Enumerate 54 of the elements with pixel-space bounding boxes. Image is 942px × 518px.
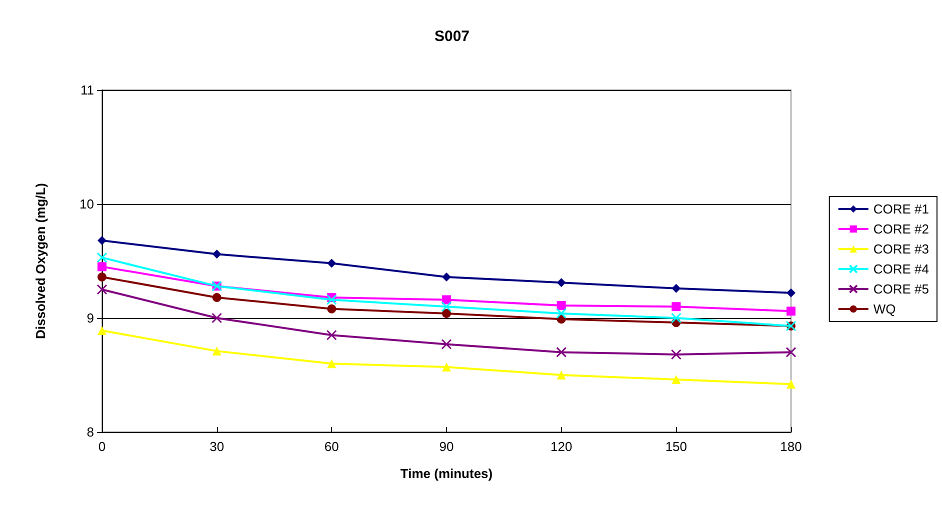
x-tick-label: 90: [439, 439, 454, 454]
point: [670, 312, 682, 324]
y-tick-label: 8: [86, 424, 94, 440]
y-axis-title: Dissolved Oxygen (mg/L): [33, 182, 48, 340]
point: [556, 370, 566, 380]
x-tick-label: 0: [98, 439, 106, 454]
x-axis-title: Time (minutes): [400, 466, 493, 481]
x-tick-label: 180: [780, 439, 802, 454]
point: [556, 308, 567, 319]
point: [672, 284, 681, 293]
point: [98, 272, 106, 282]
point: [442, 308, 451, 318]
legend-label: CORE #5: [873, 282, 930, 296]
y-tick-label: 10: [80, 196, 94, 212]
point: [672, 375, 681, 384]
point: [98, 262, 106, 272]
point: [98, 326, 106, 336]
chart-title: S007: [434, 28, 470, 45]
point: [672, 302, 681, 312]
legend-label: CORE #4: [873, 262, 930, 276]
point: [556, 300, 566, 310]
point: [327, 359, 336, 368]
point: [327, 304, 336, 314]
x-tick-label: 120: [550, 439, 572, 454]
legend-label: CORE #2: [873, 222, 930, 236]
point: [786, 346, 796, 358]
x-tick-label: 150: [665, 439, 688, 454]
x-tick-label: 60: [324, 439, 339, 454]
point: [442, 362, 451, 372]
legend-label: WQ: [873, 302, 896, 316]
legend-label: CORE #3: [873, 242, 930, 256]
point: [327, 258, 336, 268]
point: [786, 380, 796, 389]
point: [441, 301, 452, 312]
point: [441, 338, 452, 350]
point: [556, 346, 567, 358]
point: [442, 272, 451, 282]
y-tick-label: 11: [80, 82, 94, 98]
point: [326, 330, 337, 340]
point: [96, 252, 108, 263]
point: [212, 346, 222, 356]
legend-label: CORE #1: [873, 202, 930, 216]
point: [96, 284, 108, 295]
point: [212, 250, 222, 259]
point: [212, 312, 222, 324]
y-tick-label: 9: [86, 310, 94, 326]
point: [670, 349, 682, 360]
point: [98, 236, 106, 245]
point: [326, 294, 337, 306]
point: [786, 306, 796, 316]
point: [556, 278, 566, 288]
x-tick-label: 30: [210, 439, 224, 454]
point: [786, 288, 796, 298]
point: [212, 292, 222, 302]
